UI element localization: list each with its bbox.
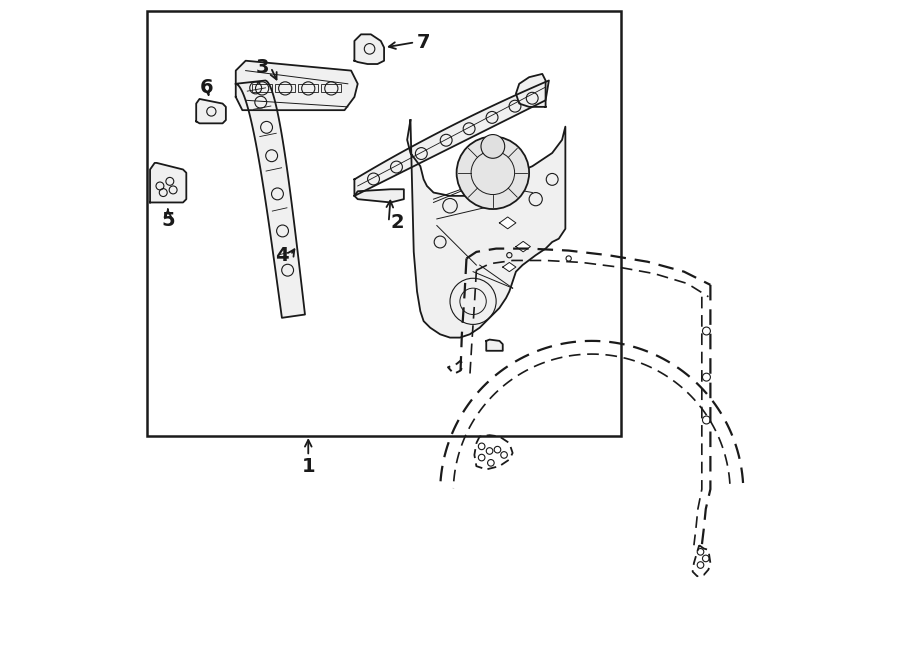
Text: 2: 2 <box>391 213 404 232</box>
Polygon shape <box>407 120 565 338</box>
Circle shape <box>481 134 505 158</box>
Polygon shape <box>355 34 384 64</box>
Polygon shape <box>500 217 516 229</box>
Bar <box>275 85 295 93</box>
Text: 5: 5 <box>161 211 175 230</box>
Text: 3: 3 <box>256 58 269 77</box>
Bar <box>252 85 272 93</box>
Polygon shape <box>236 81 305 318</box>
Text: 1: 1 <box>302 457 315 475</box>
Polygon shape <box>236 61 357 110</box>
Text: 6: 6 <box>199 77 213 97</box>
Text: 4: 4 <box>275 246 289 265</box>
Polygon shape <box>516 74 545 107</box>
Polygon shape <box>196 99 226 123</box>
Text: 7: 7 <box>417 32 430 52</box>
Polygon shape <box>355 189 404 203</box>
Bar <box>299 85 319 93</box>
Circle shape <box>456 136 529 209</box>
Bar <box>321 85 341 93</box>
Polygon shape <box>516 242 530 252</box>
Polygon shape <box>503 262 516 271</box>
Polygon shape <box>150 163 186 203</box>
Polygon shape <box>486 340 503 351</box>
Bar <box>147 11 621 436</box>
Polygon shape <box>355 81 549 196</box>
